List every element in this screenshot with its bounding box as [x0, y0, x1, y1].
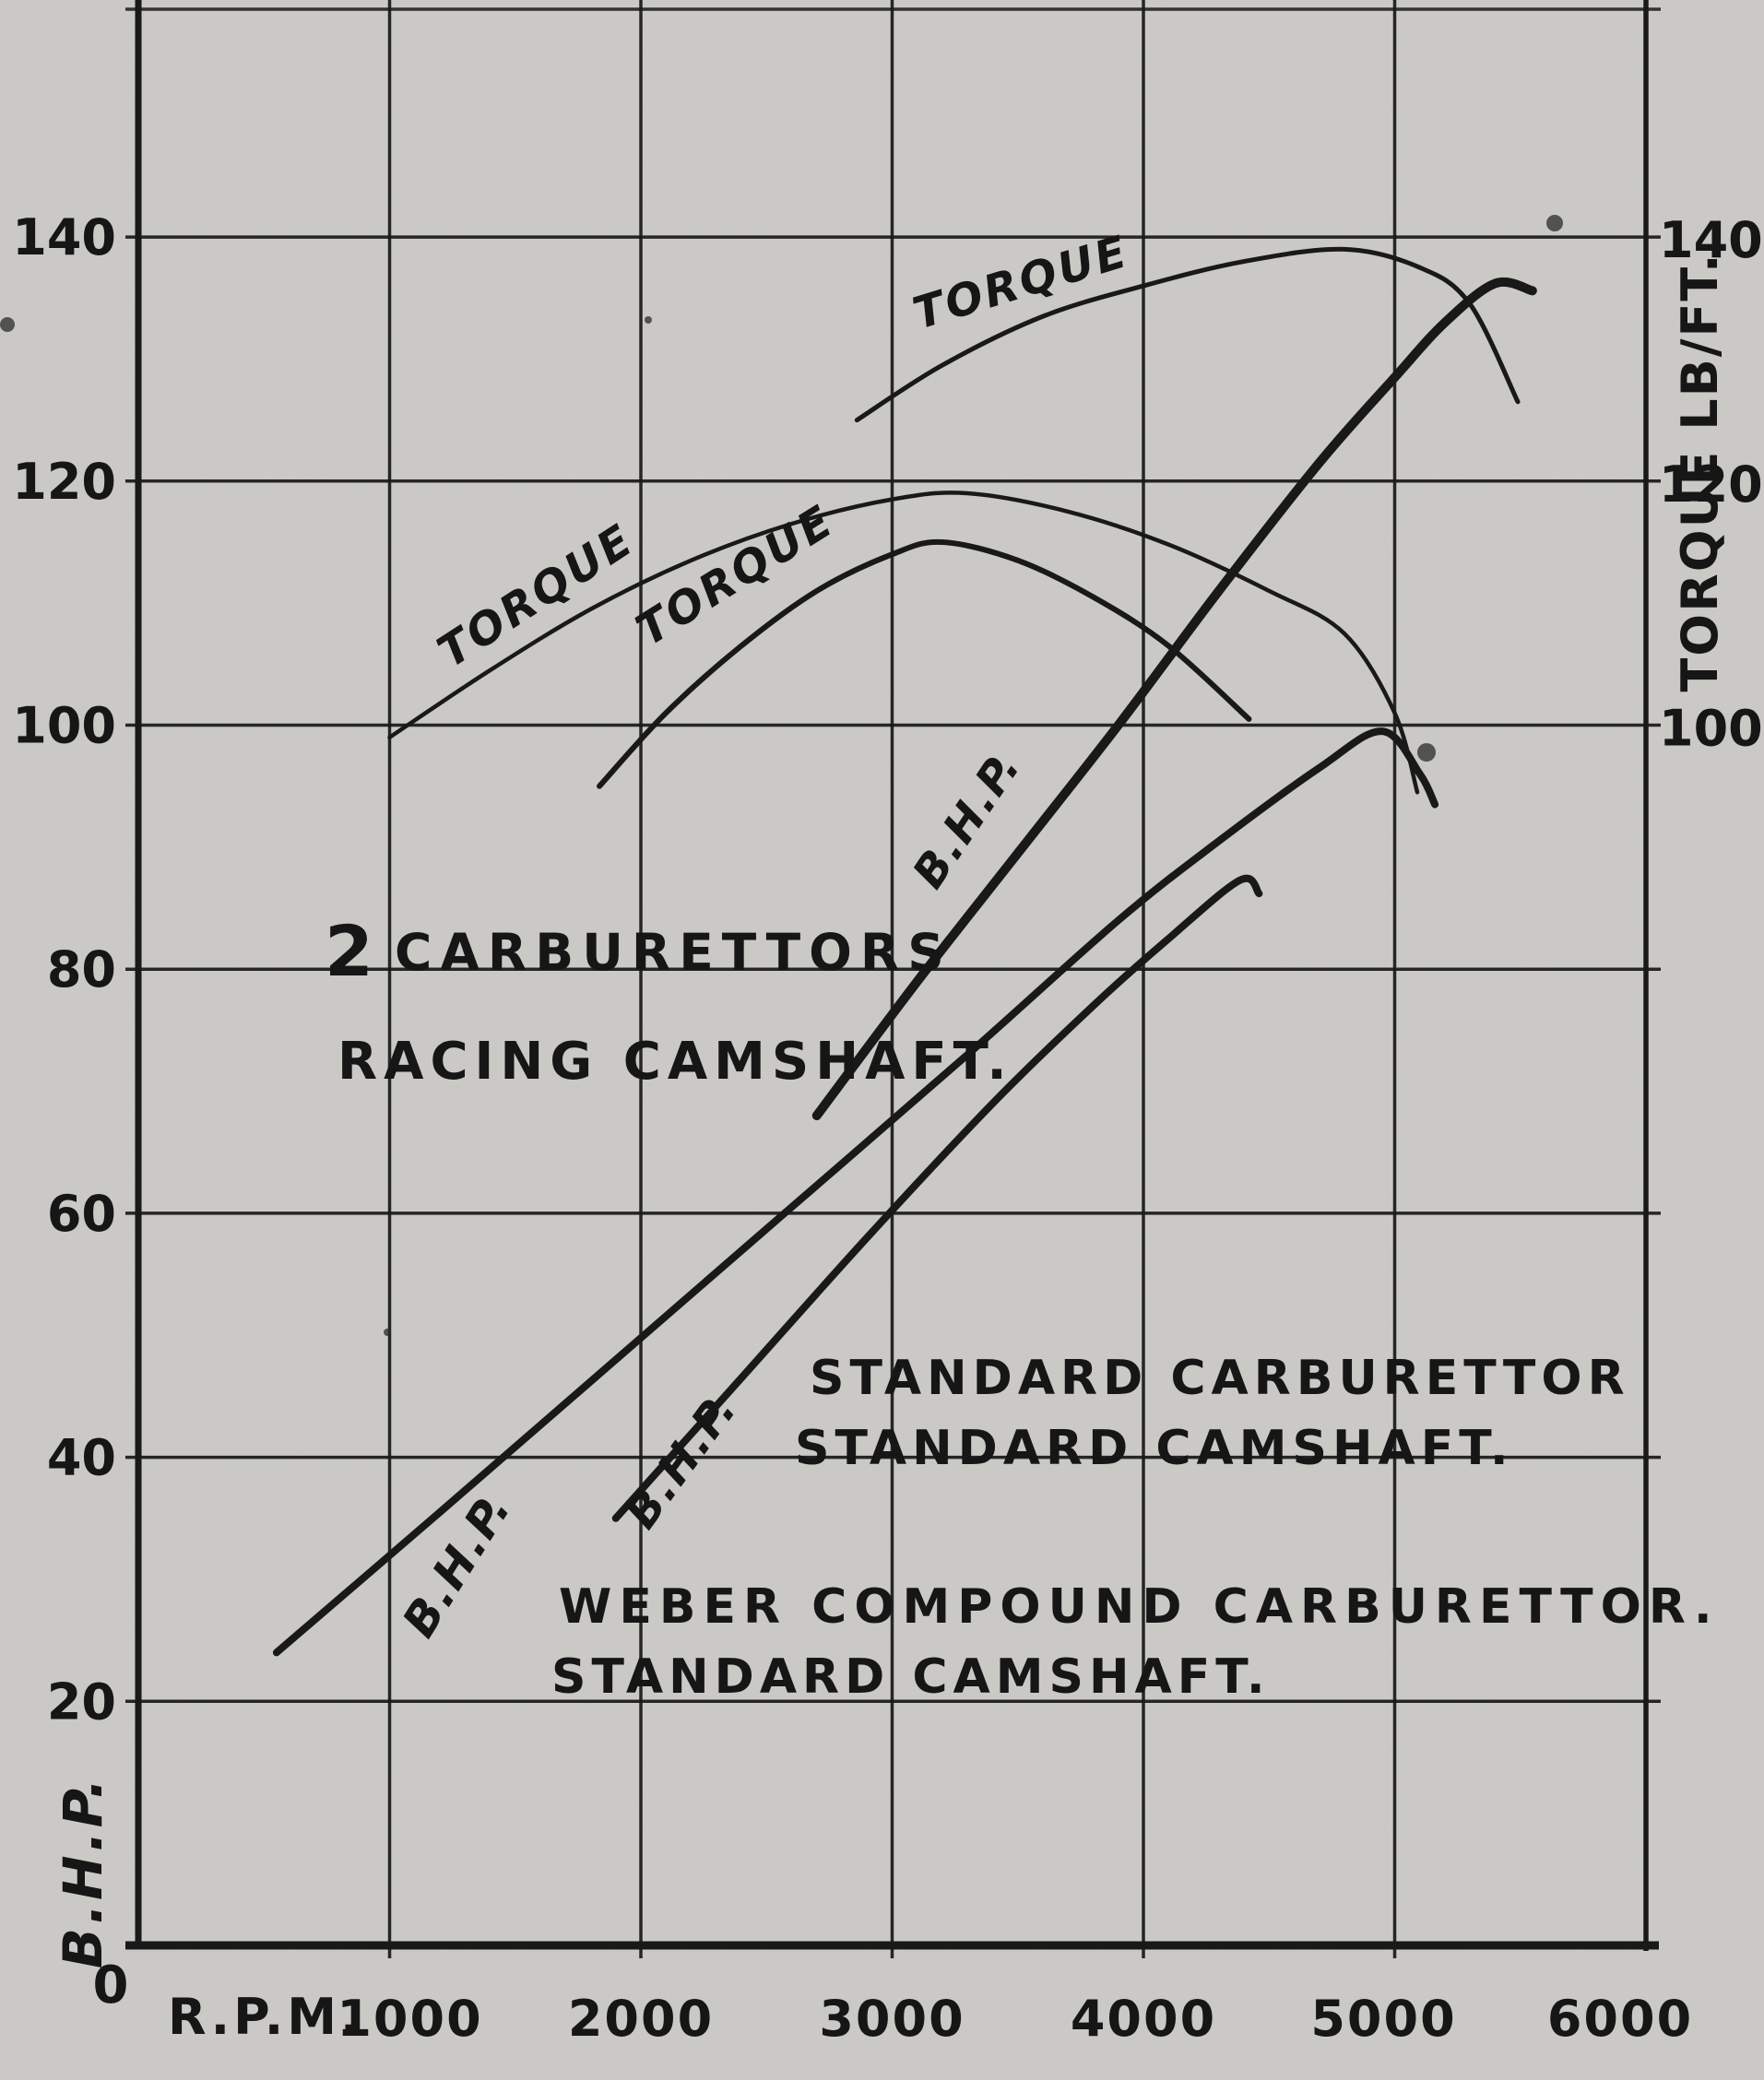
- annotation: 2: [325, 910, 373, 992]
- photo-speck: [384, 1329, 391, 1336]
- y-tick-left: 120: [12, 453, 116, 511]
- annotation: STANDARD CARBURETTOR: [810, 1351, 1630, 1406]
- y-tick-left: 80: [47, 940, 116, 999]
- annotation: STANDARD CAMSHAFT.: [795, 1421, 1514, 1476]
- x-axis-title: R.P.M.: [168, 1988, 363, 2046]
- x-tick: 6000: [1547, 1990, 1693, 2048]
- annotation: WEBER COMPOUND CARBURETTOR.: [559, 1579, 1720, 1635]
- curve-label: B.H.P.: [392, 1483, 522, 1646]
- curve-label: B.H.P.: [616, 1384, 748, 1538]
- y-tick-left: 60: [47, 1185, 116, 1243]
- annotation: CARBURETTORS: [395, 923, 953, 982]
- y-tick-right: 100: [1659, 700, 1763, 758]
- y-axis-title-left: B.H.P.: [52, 1775, 114, 1968]
- x-tick: 5000: [1310, 1990, 1456, 2048]
- annotation: RACING CAMSHAFT.: [337, 1032, 1013, 1092]
- photo-speck: [645, 316, 652, 324]
- x-tick: 3000: [819, 1990, 965, 2048]
- y-axis-title-right: TORQUE LB/FT.: [1671, 252, 1729, 691]
- curve-racing-bhp: [811, 278, 1537, 1121]
- annotation: STANDARD CAMSHAFT.: [551, 1649, 1271, 1705]
- y-tick-left: 140: [12, 208, 116, 266]
- curve-weber-bhp: [272, 727, 1439, 1657]
- x-tick: 4000: [1071, 1990, 1216, 2048]
- curve-label: B.H.P.: [903, 741, 1031, 897]
- x-tick: 2000: [568, 1990, 714, 2048]
- curve-label: TORQUE: [907, 226, 1135, 340]
- photo-speck: [0, 317, 15, 332]
- y-tick-left: 40: [47, 1429, 116, 1487]
- y-tick-left: 100: [12, 697, 116, 755]
- photo-speck: [1417, 743, 1436, 762]
- photo-speck: [1546, 215, 1563, 231]
- y-tick-left: 20: [47, 1672, 116, 1731]
